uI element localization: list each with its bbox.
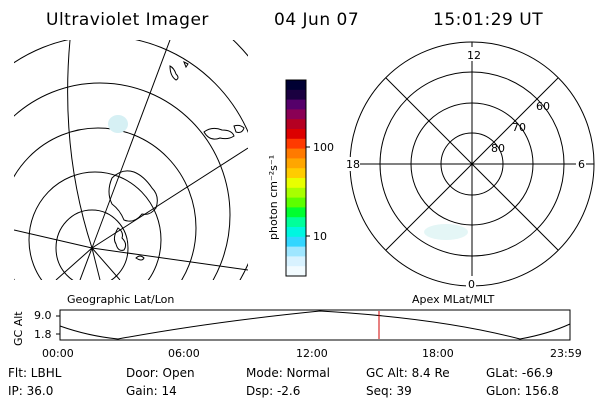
coastline <box>233 124 245 133</box>
gain-info: Gain: 14 <box>126 384 177 398</box>
mlt-label-12: 12 <box>467 49 481 62</box>
lon-line <box>91 247 248 271</box>
filter-info: Flt: LBHL <box>8 366 62 380</box>
colorbar-segment <box>286 89 306 101</box>
altitude-plot-frame <box>59 309 571 341</box>
emission-patch <box>424 224 468 240</box>
left-panel-caption: Geographic Lat/Lon <box>67 293 174 306</box>
seq-info: Seq: 39 <box>366 384 412 398</box>
colorbar-segment <box>286 178 306 189</box>
date-label: 04 Jun 07 <box>274 10 360 30</box>
colorbar-segment <box>286 227 306 238</box>
alt-xtick-0000: 00:00 <box>42 347 74 360</box>
label-bg <box>465 47 481 61</box>
colorbar-segment <box>286 236 306 248</box>
alt-xtick-0600: 06:00 <box>168 347 200 360</box>
colorbar-tick-100: 100 <box>313 141 334 154</box>
lat-circle <box>14 127 197 280</box>
mlat-label-60: 60 <box>536 100 550 113</box>
lat-circle <box>55 209 129 280</box>
colorbar-segment <box>286 197 306 208</box>
ip-info: IP: 36.0 <box>8 384 54 398</box>
polar-plot <box>349 41 595 287</box>
colorbar-segment <box>286 158 306 169</box>
label-bg <box>466 276 476 290</box>
lon-line <box>91 247 121 280</box>
alt-xtick-2359: 23:59 <box>550 347 582 360</box>
coastline <box>203 127 235 140</box>
colorbar-segment <box>286 99 306 110</box>
colorbar-segment <box>286 119 306 130</box>
mlt-label-18: 18 <box>346 158 360 171</box>
colorbar-segment <box>286 129 306 140</box>
lon-line <box>91 147 248 249</box>
coastline <box>113 227 127 251</box>
door-info: Door: Open <box>126 366 195 380</box>
mlt-label-6: 6 <box>578 158 585 171</box>
lon-line <box>91 40 171 249</box>
colorbar-segment <box>286 256 306 267</box>
alt-ylabel: GC Alt <box>12 311 25 346</box>
alt-xtick-1800: 18:00 <box>422 347 454 360</box>
mlt-label-0: 0 <box>468 278 475 291</box>
lat-circle <box>14 82 231 280</box>
geographic-map <box>14 40 248 280</box>
lon-line <box>91 247 101 280</box>
colorbar-segment <box>286 148 306 159</box>
colorbar-segment <box>286 217 306 228</box>
color-bar <box>286 80 306 277</box>
alt-ytick-1: 1.8 <box>34 328 52 341</box>
coastline <box>135 255 145 261</box>
mlat-label-80: 80 <box>491 142 505 155</box>
colorbar-frame <box>285 79 307 277</box>
coastline <box>108 170 158 222</box>
lon-line <box>14 229 93 249</box>
mode-info: Mode: Normal <box>246 366 330 380</box>
colorbar-segment <box>286 246 306 257</box>
colorbar-segment <box>286 109 306 120</box>
colorbar-segment <box>286 80 306 91</box>
colorbar-segment <box>286 266 306 277</box>
label-bg <box>576 157 586 171</box>
dsp-info: Dsp: -2.6 <box>246 384 301 398</box>
colorbar-segment <box>286 187 306 199</box>
alt-ytick-9: 9.0 <box>34 309 52 322</box>
colorbar-segment <box>286 138 306 150</box>
colorbar-segment <box>286 168 306 179</box>
colorbar-tick-10: 10 <box>313 230 327 243</box>
label-bg <box>344 157 360 171</box>
instrument-title: Ultraviolet Imager <box>46 10 209 30</box>
glat-info: GLat: -66.9 <box>486 366 553 380</box>
alt-xtick-1200: 12:00 <box>296 347 328 360</box>
gc-alt-info: GC Alt: 8.4 Re <box>366 366 450 380</box>
lon-line <box>55 247 93 280</box>
coastline <box>169 65 179 81</box>
glon-info: GLon: 156.8 <box>486 384 559 398</box>
lon-line <box>79 247 93 280</box>
mlat-label-70: 70 <box>512 121 526 134</box>
coastline <box>183 60 189 69</box>
colorbar-segment <box>286 207 306 218</box>
lon-line <box>67 40 93 249</box>
altitude-curve <box>59 310 571 340</box>
time-label: 15:01:29 UT <box>433 10 544 30</box>
colorbar-unit-label: photon cm⁻²s⁻¹ <box>267 155 280 240</box>
right-panel-caption: Apex MLat/MLT <box>412 293 495 306</box>
lat-circle <box>28 171 162 280</box>
mlt-line-diag <box>385 77 559 251</box>
emission-patch <box>108 115 128 133</box>
